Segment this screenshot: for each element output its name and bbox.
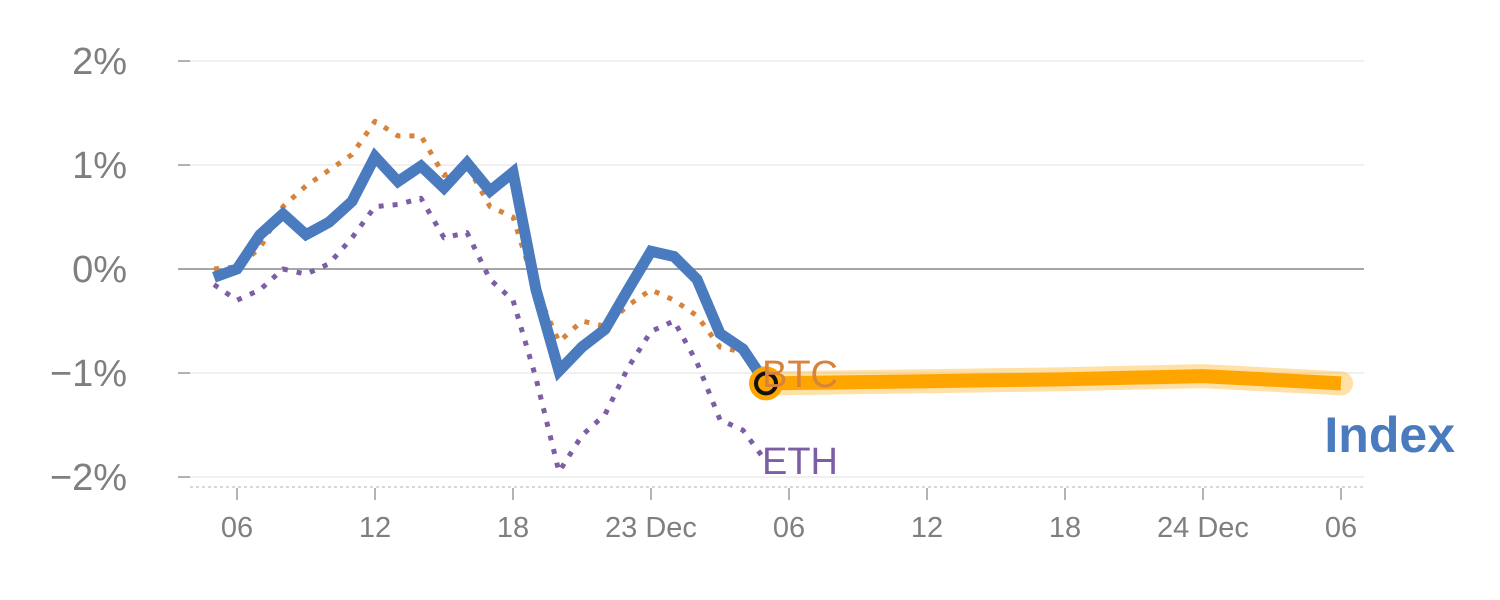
y-axis: 2% 1% 0% −1% −2% [50,41,190,499]
x-tick-label: 06 [773,512,805,544]
labels-layer: BTC ETH Index [762,354,1455,483]
series-label-eth: ETH [762,441,838,483]
series-layer [212,118,1353,475]
x-tick-label: 24 Dec [1157,512,1249,544]
y-tick-label: −2% [50,457,127,499]
x-tick-label: 12 [911,512,943,544]
marker-layer [749,366,783,401]
current-point-ring [754,371,778,396]
series-label-index: Index [1324,407,1455,463]
series-label-btc: BTC [762,354,838,396]
x-axis: 06 12 18 23 Dec 06 12 18 24 Dec 06 [190,486,1364,544]
current-point-marker [749,366,783,401]
x-tick-label: 12 [359,512,391,544]
series-line-eth [212,195,769,475]
series-line-btc [213,118,768,380]
y-tick-label: 2% [72,41,127,83]
x-tick-label: 06 [221,512,253,544]
y-tick-label: −1% [50,353,127,395]
forecast-line [765,369,1342,391]
x-tick-label: 23 Dec [605,512,697,544]
series-line-index [212,147,771,387]
x-tick-label: 18 [497,512,529,544]
x-tick-label: 18 [1049,512,1081,544]
y-tick-label: 0% [72,249,127,291]
x-tick-label: 06 [1325,512,1357,544]
grid-layer [178,60,1364,478]
y-tick-label: 1% [72,145,127,187]
